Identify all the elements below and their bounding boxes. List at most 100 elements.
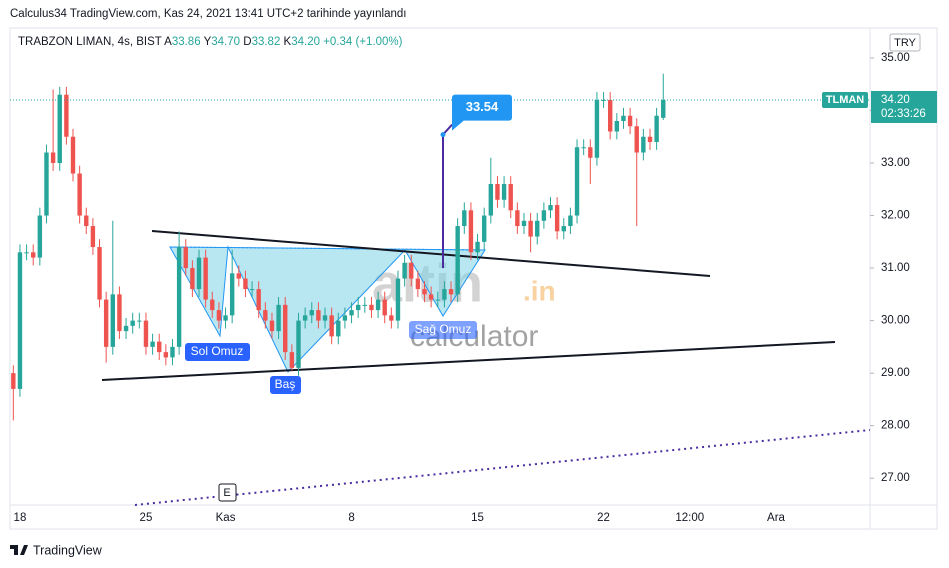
candle-body xyxy=(395,278,401,321)
candle-body xyxy=(283,304,288,353)
candle-body xyxy=(196,257,202,290)
candle-body xyxy=(243,278,248,290)
candle-body xyxy=(541,210,547,221)
candle-body xyxy=(150,341,155,347)
candle-body xyxy=(329,315,334,337)
countdown: 02:33:26 xyxy=(881,108,926,120)
x-tick-label: 22 xyxy=(597,512,610,524)
ohlc-label: A xyxy=(164,36,172,48)
candle-body xyxy=(190,268,195,290)
candle-body xyxy=(123,325,129,332)
candle-body xyxy=(157,341,162,353)
candle-body xyxy=(389,315,394,321)
candle-body xyxy=(607,99,613,132)
candle-body xyxy=(435,299,440,301)
candle-body xyxy=(183,247,188,269)
candle-body xyxy=(521,220,527,227)
candle-body xyxy=(336,320,341,337)
currency: TRY xyxy=(894,37,916,49)
candle-body xyxy=(409,262,414,279)
candle-body xyxy=(501,184,507,200)
candle-body xyxy=(90,226,96,248)
candle-body xyxy=(31,252,36,258)
candle-body xyxy=(44,152,49,216)
candle-body xyxy=(634,126,639,153)
ohlc-label: K xyxy=(284,36,292,48)
ohlc-label: D xyxy=(243,36,251,48)
candle-body xyxy=(495,184,500,200)
candle-body xyxy=(614,120,620,132)
x-tick-label: 12:00 xyxy=(675,512,704,524)
candle-body xyxy=(455,226,460,295)
candle-body xyxy=(481,215,487,242)
candle-body xyxy=(216,310,222,321)
candle-body xyxy=(362,304,368,306)
candle-body xyxy=(316,310,321,321)
candle-body xyxy=(203,257,208,300)
candle-body xyxy=(176,247,182,347)
candle-body xyxy=(236,273,242,279)
pattern-label: Sağ Omuz xyxy=(415,322,472,336)
candle-body xyxy=(64,94,69,137)
candle-body xyxy=(641,136,646,153)
candle-body xyxy=(515,210,520,227)
pattern-label-box xyxy=(409,321,477,339)
candle-body xyxy=(143,320,149,347)
candle-body xyxy=(568,215,573,227)
ohlc-label: Y xyxy=(204,36,212,48)
candle-body xyxy=(594,99,600,158)
candle-body xyxy=(103,299,109,347)
ohlc-value: 34.70 xyxy=(211,36,240,48)
candle-body xyxy=(588,147,593,158)
candle-body xyxy=(137,320,142,322)
currency-box[interactable] xyxy=(889,33,921,52)
candle-body xyxy=(355,304,361,311)
x-tick-label: 25 xyxy=(140,512,153,524)
candle-body xyxy=(627,115,633,127)
candle-body xyxy=(462,210,467,227)
published-note: Calculus34 TradingView.com, Kas 24, 2021… xyxy=(10,8,406,20)
candle-body xyxy=(97,247,102,300)
pattern-label-box xyxy=(270,376,301,394)
candle-body xyxy=(601,99,606,101)
candle-body xyxy=(11,373,16,389)
candle-body xyxy=(422,289,427,295)
candle-body xyxy=(170,346,175,358)
candle-body xyxy=(210,299,215,311)
candle-body xyxy=(548,205,553,211)
y-tick-label: 33.00 xyxy=(881,157,910,169)
candle-body xyxy=(309,310,314,316)
callout-label: 33.54 xyxy=(466,99,499,114)
frame xyxy=(9,27,938,530)
pattern-label-box xyxy=(185,343,250,361)
callout-box xyxy=(452,94,512,121)
candle-body xyxy=(581,147,586,149)
y-tick-label: 27.00 xyxy=(881,472,910,484)
brand: TradingView xyxy=(33,543,103,557)
candle-body xyxy=(661,99,666,118)
trend-line xyxy=(101,341,836,381)
candle-body xyxy=(475,241,480,253)
trend-line xyxy=(151,230,711,277)
event-box[interactable] xyxy=(218,483,237,502)
candle-body xyxy=(528,220,533,237)
x-tick-label: Kas xyxy=(216,512,236,524)
candle-body xyxy=(17,252,23,389)
candle-body xyxy=(382,299,387,316)
candle-body xyxy=(402,262,407,279)
x-tick-label: 8 xyxy=(348,512,354,524)
candle-body xyxy=(50,152,56,164)
event-marker: E xyxy=(223,487,230,499)
candle-body xyxy=(296,320,301,368)
neckline xyxy=(169,246,486,251)
candle-body xyxy=(110,294,115,347)
tv-logo xyxy=(10,545,28,555)
price-label-box xyxy=(871,90,937,123)
y-tick-label: 28.00 xyxy=(881,420,910,432)
callout-pointer xyxy=(452,118,466,131)
candle-body xyxy=(369,304,374,311)
candle-body xyxy=(249,289,255,291)
symbol-tag-box xyxy=(822,91,868,108)
pattern-label: Sol Omuz xyxy=(191,344,244,358)
